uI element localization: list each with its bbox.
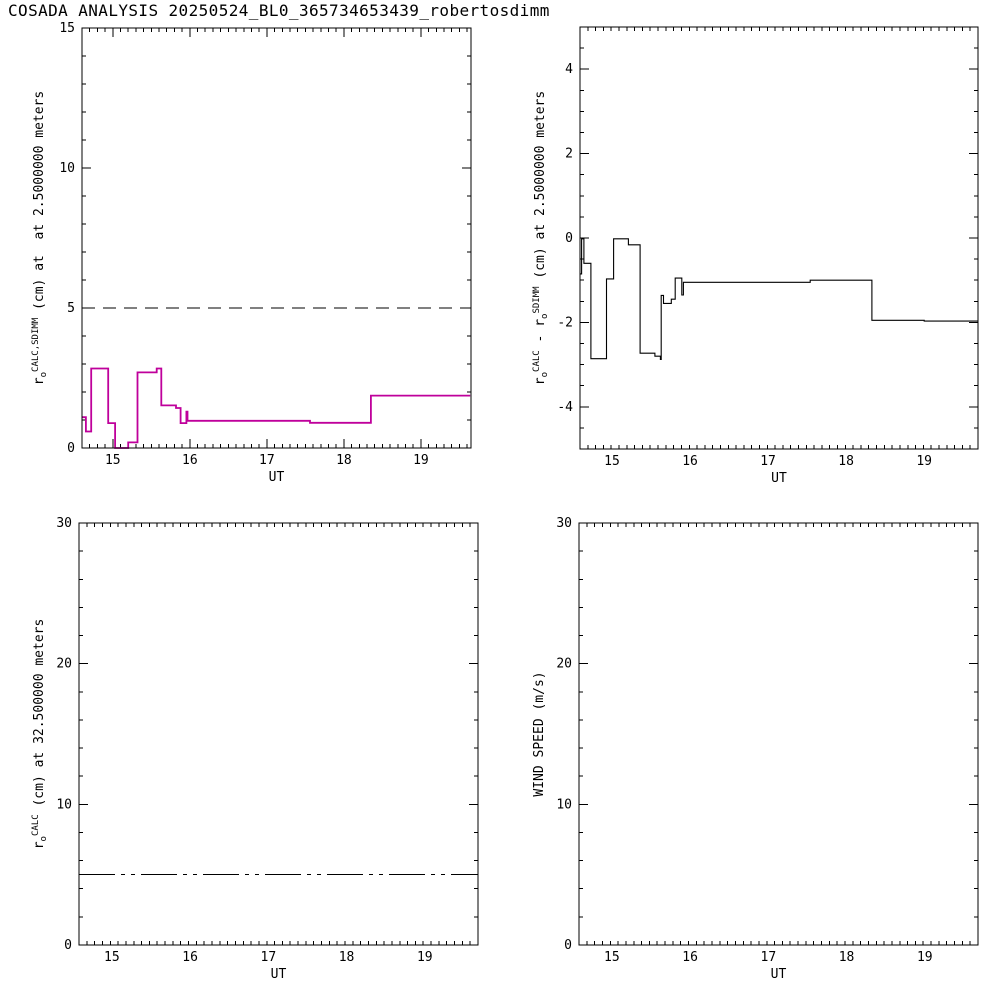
svg-text:UT: UT xyxy=(269,470,285,485)
svg-text:18: 18 xyxy=(336,453,352,468)
svg-text:19: 19 xyxy=(417,950,433,965)
svg-text:15: 15 xyxy=(104,950,120,965)
svg-text:roCALC - roSDIMM (cm) at 2.500: roCALC - roSDIMM (cm) at 2.5000000 meter… xyxy=(532,91,550,385)
svg-text:2: 2 xyxy=(565,147,573,162)
svg-text:roCALC,SDIMM (cm) at at 2.500: roCALC,SDIMM (cm) at at 2.5000000 meters xyxy=(31,91,49,385)
svg-text:17: 17 xyxy=(760,454,776,469)
svg-text:-4: -4 xyxy=(557,400,573,415)
svg-text:16: 16 xyxy=(182,453,198,468)
svg-text:0: 0 xyxy=(564,938,572,953)
svg-text:19: 19 xyxy=(916,454,932,469)
svg-text:0: 0 xyxy=(565,231,573,246)
svg-text:16: 16 xyxy=(182,950,198,965)
svg-text:30: 30 xyxy=(56,516,72,531)
svg-text:UT: UT xyxy=(271,967,287,982)
svg-text:10: 10 xyxy=(56,797,72,812)
svg-text:0: 0 xyxy=(64,938,72,953)
svg-text:10: 10 xyxy=(556,797,572,812)
svg-text:30: 30 xyxy=(556,516,572,531)
panel-r0-calcsdimm-2p5m: 15 16 17 18 19 0 5 10 15 UT roCALC,SDIMM (cm) at a… xyxy=(31,21,472,485)
svg-text:WIND SPEED (m/s): WIND SPEED (m/s) xyxy=(532,671,547,796)
panel-r0-diff-2p5m: 15 16 17 18 19 -4 -2 0 2 4 UT roCALC - roSDIMM (cm)… xyxy=(532,26,979,486)
svg-text:18: 18 xyxy=(339,950,355,965)
svg-text:17: 17 xyxy=(761,950,777,965)
svg-text:19: 19 xyxy=(413,453,429,468)
svg-text:15: 15 xyxy=(604,454,620,469)
svg-text:UT: UT xyxy=(771,471,787,486)
svg-text:0: 0 xyxy=(67,441,75,456)
svg-text:15: 15 xyxy=(604,950,620,965)
svg-text:15: 15 xyxy=(59,21,75,36)
svg-text:UT: UT xyxy=(771,967,787,982)
svg-text:5: 5 xyxy=(67,301,75,316)
svg-text:10: 10 xyxy=(59,161,75,176)
panel-wind-speed: 15 16 17 18 19 0 10 20 30 UT WIND SPEED (m/s) xyxy=(532,516,979,982)
svg-text:18: 18 xyxy=(838,454,854,469)
svg-text:17: 17 xyxy=(259,453,275,468)
panel-r0-calc-32p5m: 15 16 17 18 19 0 10 20 30 UT roCALC (cm) at 32.500… xyxy=(31,516,479,982)
svg-text:16: 16 xyxy=(682,454,698,469)
svg-text:20: 20 xyxy=(56,657,72,672)
svg-text:-2: -2 xyxy=(557,315,573,330)
svg-text:18: 18 xyxy=(839,950,855,965)
svg-text:4: 4 xyxy=(565,62,573,77)
svg-text:16: 16 xyxy=(682,950,698,965)
chart-title: COSADA ANALYSIS 20250524_BL0_36573465343… xyxy=(8,1,550,20)
svg-text:20: 20 xyxy=(556,657,572,672)
svg-text:15: 15 xyxy=(105,453,121,468)
svg-text:17: 17 xyxy=(261,950,277,965)
svg-text:19: 19 xyxy=(917,950,933,965)
svg-text:roCALC (cm) at 32.500000 meter: roCALC (cm) at 32.500000 meters xyxy=(31,619,49,850)
